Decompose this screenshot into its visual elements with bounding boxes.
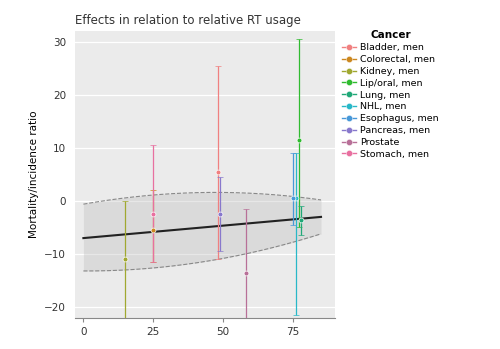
Text: Effects in relation to relative RT usage: Effects in relation to relative RT usage — [75, 14, 301, 28]
Legend: Bladder, men, Colorectal, men, Kidney, men, Lip/oral, men, Lung, men, NHL, men, : Bladder, men, Colorectal, men, Kidney, m… — [342, 30, 439, 159]
Y-axis label: Mortality/incidence ratio: Mortality/incidence ratio — [28, 111, 38, 238]
